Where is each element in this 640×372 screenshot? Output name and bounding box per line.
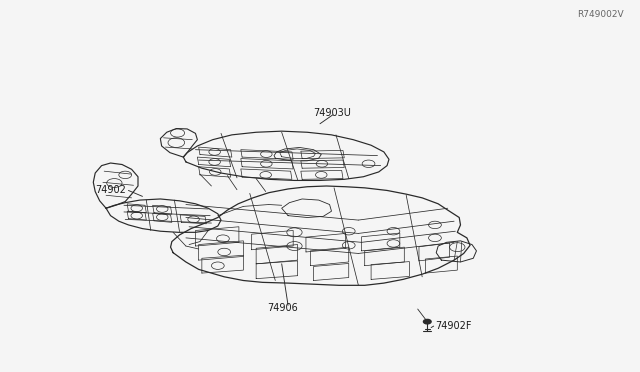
Text: 74902: 74902	[95, 186, 126, 195]
Text: 74902F: 74902F	[435, 321, 472, 331]
Text: 74903U: 74903U	[314, 108, 351, 118]
Circle shape	[424, 320, 431, 324]
Text: 74906: 74906	[268, 303, 298, 313]
Text: R749002V: R749002V	[577, 10, 623, 19]
